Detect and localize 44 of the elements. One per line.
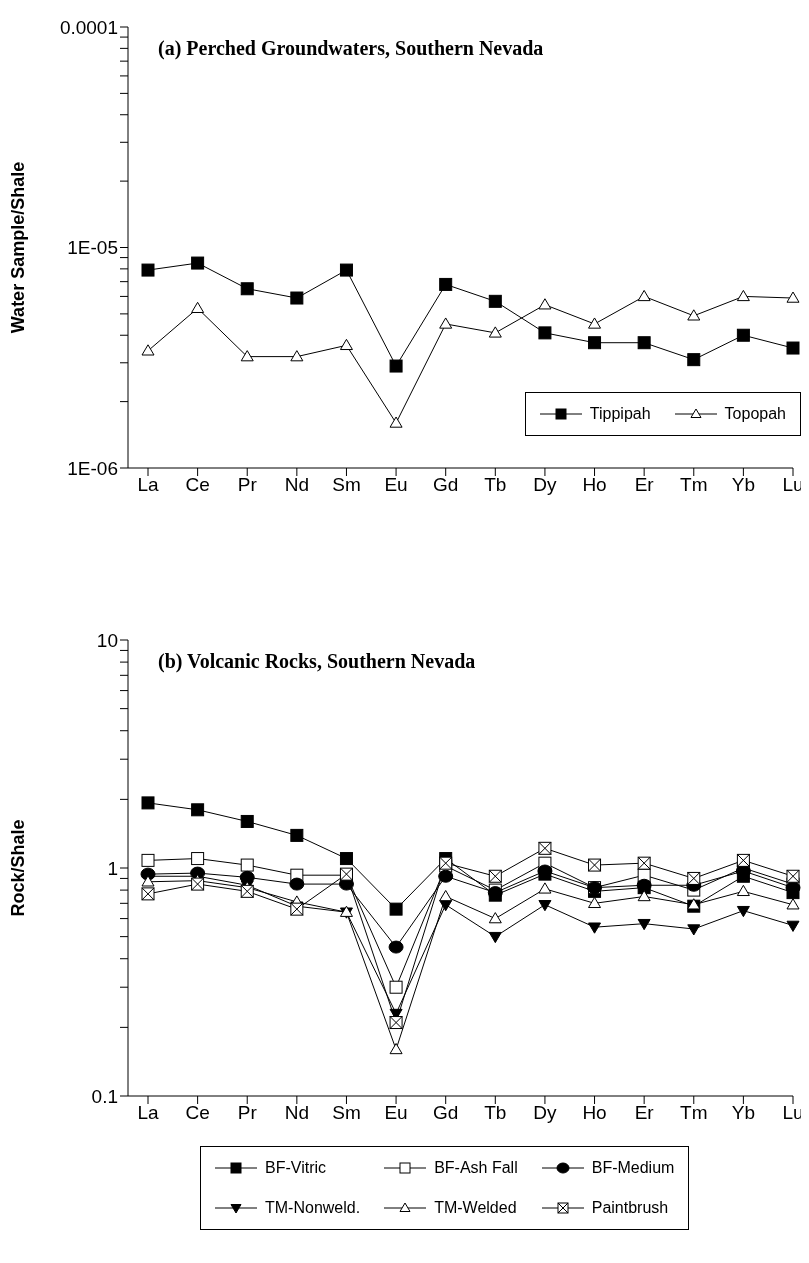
text: (b) Volcanic Rocks, Southern Nevada (158, 650, 476, 673)
x-tick-label: Dy (533, 1102, 558, 1124)
x-tick-label: Gd (433, 474, 459, 496)
x-tick-label: Gd (433, 1102, 459, 1124)
y-tick-label: 10 (96, 629, 118, 651)
x-tick-label: Er (634, 474, 655, 496)
legend-label: BF-Medium (591, 1159, 675, 1177)
y-tick-label: 0.0001 (59, 16, 118, 38)
legend-label: TM-Nonweld. (265, 1199, 361, 1217)
x-tick-label: La (137, 1102, 159, 1124)
legend-label: Paintbrush (591, 1199, 669, 1217)
x-tick-label: Tb (484, 1102, 507, 1124)
x-tick-label: Ce (185, 474, 210, 496)
x-tick-label: Ce (185, 1102, 210, 1124)
y-tick-label: 1E-06 (67, 457, 118, 479)
x-tick-label: Pr (237, 474, 258, 496)
y-tick-label: 1E-05 (67, 237, 118, 259)
x-tick-label: Nd (284, 474, 309, 496)
x-tick-label: Yb (731, 474, 756, 496)
x-tick-label: Pr (237, 1102, 258, 1124)
x-tick-label: Ho (582, 1102, 607, 1124)
x-tick-label: Dy (533, 474, 558, 496)
x-tick-label: Tm (680, 474, 708, 496)
x-tick-label: Er (634, 1102, 655, 1124)
x-tick-label: Nd (284, 1102, 309, 1124)
x-tick-label: Ho (582, 474, 607, 496)
x-tick-label: Sm (332, 1102, 361, 1124)
legend-label: BF-Ash Fall (434, 1159, 518, 1177)
x-tick-label: Sm (332, 474, 361, 496)
y-axis-title: Water Sample/Shale (8, 161, 29, 334)
legend-label: TM-Welded (434, 1199, 517, 1217)
x-tick-label: Eu (384, 1102, 408, 1124)
x-tick-label: Yb (731, 1102, 756, 1124)
legend-label: BF-Vitric (265, 1159, 327, 1177)
x-tick-label: Tb (484, 474, 507, 496)
x-tick-label: La (137, 474, 159, 496)
x-tick-label: Tm (680, 1102, 708, 1124)
y-axis-title: Rock/Shale (8, 819, 29, 917)
x-tick-label: Eu (384, 474, 408, 496)
y-tick-label: 0.1 (91, 1085, 118, 1107)
y-tick-label: 1 (107, 857, 118, 879)
legend-label: Topopah (724, 405, 786, 423)
legend-label: Tippipah (589, 405, 651, 423)
text: (a) Perched Groundwaters, Southern Nevada (158, 37, 544, 60)
